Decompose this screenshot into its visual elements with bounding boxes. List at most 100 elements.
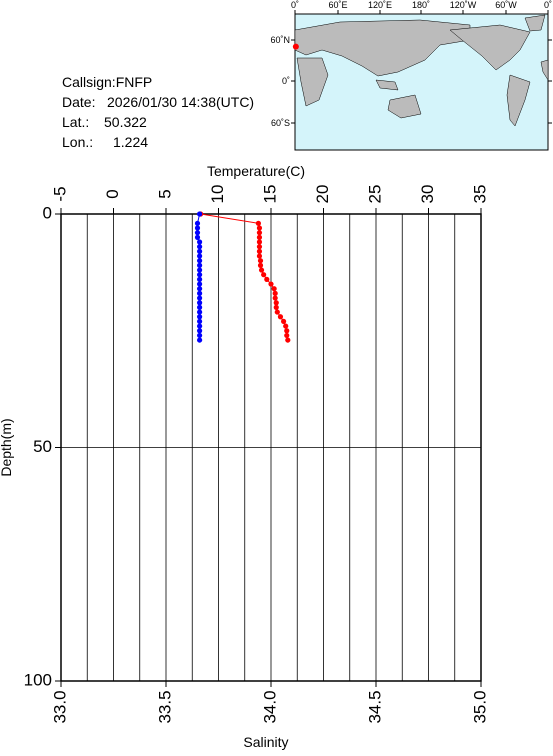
profile-point (271, 286, 277, 292)
profile-point (194, 234, 201, 240)
y-tick-label: 50 (33, 437, 52, 456)
profile-point (197, 309, 203, 315)
map-lon-label: 60˚W (495, 0, 517, 10)
profile-point (197, 286, 203, 292)
profile-point (284, 328, 290, 334)
map-lat-label: 0˚ (282, 76, 290, 86)
landmass (506, 74, 531, 127)
profile-point (197, 300, 203, 306)
map-lat-label: 60˚N (270, 35, 290, 45)
profile-point (256, 239, 263, 245)
x-tick-label: 33.0 (50, 690, 69, 723)
map-lon-label: 0˚ (291, 0, 299, 10)
profile-point (256, 248, 263, 254)
profile-point (197, 262, 203, 268)
profile-point (268, 281, 274, 287)
profile-point (273, 300, 279, 306)
x2-tick-label: 10 (208, 185, 227, 204)
profile-point (284, 332, 290, 339)
profile-line (200, 213, 289, 341)
map-lon-label: 120˚W (450, 0, 477, 10)
profile-point (197, 253, 203, 259)
profile-point (197, 314, 203, 320)
map-lon-label: 60˚E (328, 0, 347, 10)
x-tick-label: 34.5 (365, 690, 384, 723)
landmass (540, 59, 549, 81)
profile-point (281, 318, 287, 325)
lat-label: Lat.: (62, 114, 89, 130)
profile-point (197, 244, 203, 250)
profile-point (197, 337, 203, 343)
lon-label: Lon.: (62, 134, 93, 150)
lon: 1.224 (113, 134, 148, 150)
x2-tick-label: 30 (418, 185, 437, 204)
profile-point (197, 304, 203, 310)
x2-tick-label: 20 (313, 185, 332, 204)
landmass (294, 19, 471, 77)
profile-point (256, 253, 263, 259)
world-map (294, 13, 549, 151)
x-tick-label: 33.5 (155, 690, 174, 723)
station-marker (292, 43, 299, 50)
profile-point (197, 258, 203, 264)
profile-point (197, 272, 203, 278)
profile-point (197, 290, 203, 296)
profile-point (197, 318, 203, 325)
profile-point (194, 230, 201, 236)
profile-point (197, 267, 203, 273)
profile-point (194, 220, 201, 226)
profile-point (197, 276, 203, 282)
map-lat-label: 60˚S (271, 118, 290, 128)
profile-point (258, 267, 265, 273)
profile-point (197, 248, 203, 254)
profile-point (197, 295, 203, 301)
map-lon-label: 0˚ (544, 0, 552, 10)
profile-point (256, 230, 263, 236)
profile-point (257, 258, 264, 264)
profile-point (256, 244, 263, 250)
x-tick-label: 34.0 (260, 690, 279, 723)
profile-point (197, 332, 203, 339)
map-lon-label: 180˚ (412, 0, 430, 10)
landmass (375, 79, 399, 91)
lat: 50.322 (104, 114, 147, 130)
profile-point (194, 225, 201, 231)
landmass (296, 57, 329, 107)
profile-point (257, 262, 264, 268)
profile-point (285, 337, 291, 343)
profile-point (197, 281, 203, 287)
y-tick-label: 100 (24, 670, 52, 689)
landmass (524, 14, 546, 32)
station-info: Callsign:FNFP Date: 2026/01/30 14:38(UTC) L… (62, 74, 254, 150)
profile-point (261, 272, 267, 278)
profile-point (255, 220, 261, 226)
date: 2026/01/30 14:38(UTC) (107, 94, 254, 110)
profile-point (256, 225, 263, 231)
landmass (449, 24, 531, 71)
x2-tick-label: -5 (50, 186, 69, 201)
profile-point (273, 304, 279, 310)
x2-tick-label: 15 (260, 185, 279, 204)
map-lon-label: 120˚E (368, 0, 392, 10)
x2-tick-label: 35 (470, 185, 489, 204)
profile-point (274, 309, 280, 315)
profile-point (264, 276, 270, 282)
profile-point (197, 328, 203, 334)
x-axis-label: Salinity (243, 734, 288, 750)
y-axis-label: Depth(m) (0, 418, 14, 476)
x-tick-label: 35.0 (470, 690, 489, 723)
x2-axis-label: Temperature(C) (207, 163, 305, 179)
profile-point (272, 290, 278, 296)
x2-tick-label: 0 (103, 189, 122, 198)
date-label: Date: (62, 94, 95, 110)
profile-point (197, 323, 203, 329)
profile-point (197, 211, 203, 217)
y-tick-label: 0 (43, 203, 52, 222)
profile-point (272, 295, 278, 301)
profile-point (283, 323, 289, 329)
profile-point (256, 234, 263, 240)
x2-tick-label: 5 (155, 189, 174, 198)
x2-tick-label: 25 (365, 185, 384, 204)
profile-point (197, 239, 203, 245)
